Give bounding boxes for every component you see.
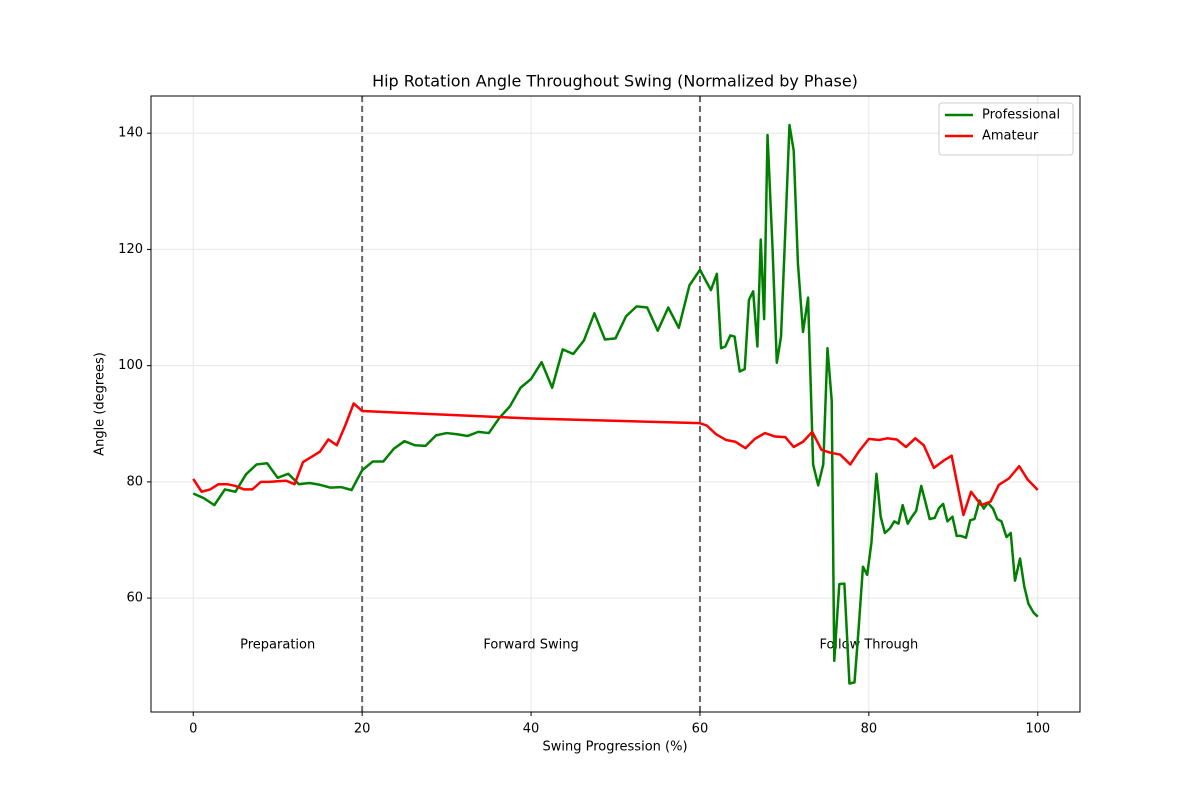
plot-frame — [150, 95, 1081, 713]
line — [192, 402, 1039, 517]
y-tick-label: 140 — [118, 126, 143, 141]
y-tick-label: 100 — [118, 358, 143, 373]
y-tick-label: 60 — [126, 591, 143, 606]
x-tick-label: 20 — [354, 722, 371, 737]
y-tick-label: 80 — [126, 474, 143, 489]
legend-label: Amateur — [982, 129, 1039, 144]
x-tick-label: 80 — [861, 722, 878, 737]
x-axis-label: Swing Progression (%) — [542, 740, 687, 755]
y-tick-label: 120 — [118, 242, 143, 257]
x-tick-label: 0 — [189, 722, 197, 737]
legend-label: Professional — [982, 108, 1060, 123]
line — [192, 123, 1039, 685]
y-axis-label: Angle (degrees) — [93, 352, 108, 456]
phase-label: Preparation — [240, 638, 315, 653]
phase-label: Forward Swing — [483, 638, 578, 653]
x-tick-label: 40 — [523, 722, 540, 737]
x-tick-label: 100 — [1025, 722, 1050, 737]
chart-title: Hip Rotation Angle Throughout Swing (Nor… — [372, 72, 858, 91]
phase-label: Follow Through — [819, 638, 918, 653]
x-tick-label: 60 — [692, 722, 709, 737]
